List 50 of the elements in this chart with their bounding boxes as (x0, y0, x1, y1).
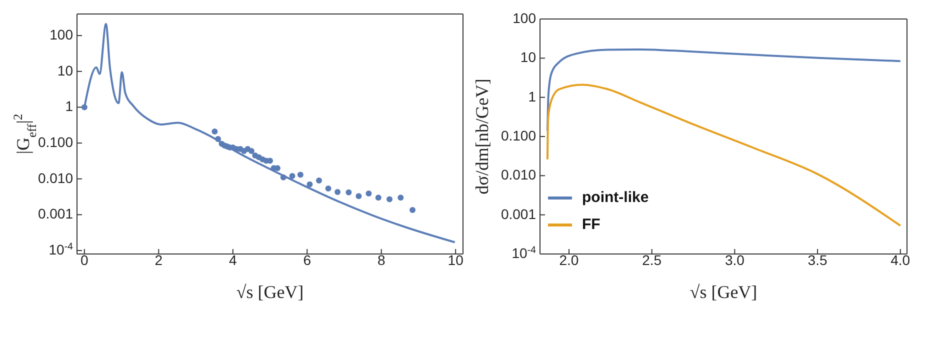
x-tick-label: 8 (377, 252, 386, 268)
y-tick-label: 0.100 (500, 128, 536, 144)
point (81, 104, 88, 110)
line-series (546, 48, 902, 132)
point (215, 136, 222, 142)
y-tick-label: 100 (512, 10, 536, 26)
y-tick-label: 10 (57, 62, 74, 78)
point (289, 173, 296, 180)
x-tick-label: 3.0 (724, 252, 745, 268)
x-tick-label: 3.5 (808, 252, 828, 268)
x-tick-label: 0 (80, 252, 89, 268)
y-tick-label: 10$^{-4}$ (48, 241, 74, 258)
point (356, 193, 362, 200)
point (248, 148, 254, 154)
point (325, 185, 332, 192)
point (398, 194, 404, 201)
x-tick-label: 4 (228, 252, 237, 268)
point (386, 196, 393, 202)
point (410, 207, 416, 214)
y-tick-label: 10 (520, 49, 536, 66)
y-tick-label: 1 (65, 98, 74, 114)
y-tick-label: 0.100 (38, 134, 74, 150)
y-tick-label: 0.010 (500, 166, 536, 183)
point (346, 189, 352, 196)
x-tick-label: 2.0 (559, 252, 579, 268)
point (334, 189, 341, 196)
line-series (546, 84, 902, 227)
legend-label: point-like (582, 189, 649, 206)
y-tick-label: 100 (50, 26, 74, 43)
x-tick-label: 2 (154, 252, 163, 268)
y-axis-title: dσ/dm[nb/GeV] (472, 78, 492, 194)
x-tick-label: 10 (448, 252, 464, 268)
point (306, 181, 313, 188)
point (366, 190, 372, 197)
x-tick-label: 4.0 (890, 252, 910, 268)
x-tick-label: 6 (303, 252, 312, 268)
x-axis-title: √s [GeV] (690, 282, 758, 302)
point (316, 178, 322, 184)
point (212, 128, 218, 135)
point (297, 172, 304, 178)
y-tick-label: 0.001 (38, 206, 74, 222)
point (375, 194, 382, 201)
y-tick-label: 1 (528, 88, 536, 104)
x-tick-label: 2.5 (642, 252, 662, 268)
y-tick-label: 0.001 (500, 206, 536, 222)
legend-label: FF (582, 216, 600, 233)
y-tick-label: 0.010 (38, 170, 74, 186)
x-axis-title: √s [GeV] (236, 282, 304, 302)
y-tick-label: 10$^{-4}$ (512, 244, 537, 261)
point (280, 174, 286, 180)
